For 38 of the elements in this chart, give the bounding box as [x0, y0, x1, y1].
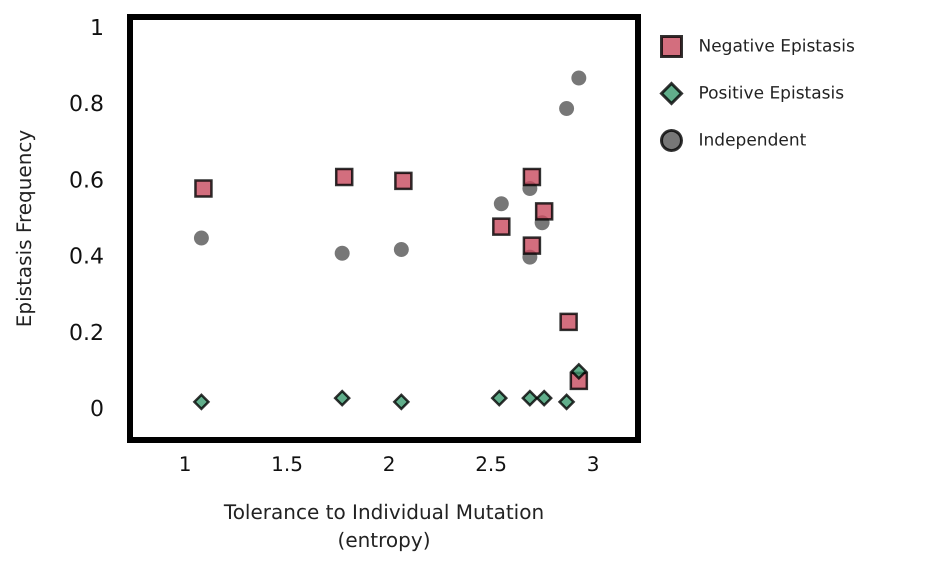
point [522, 390, 538, 406]
point [559, 312, 578, 332]
x-tick-label: 3 [586, 452, 600, 476]
y-tick-label: 0.2 [69, 320, 104, 346]
point [534, 202, 554, 221]
point [558, 394, 575, 410]
point [494, 196, 509, 212]
point [570, 363, 588, 380]
y-tick-label: 0.8 [69, 92, 104, 118]
point [492, 217, 511, 236]
x-tick-label: 1 [178, 452, 192, 476]
legend-label: Independent [698, 130, 807, 150]
point [522, 168, 542, 186]
point [334, 246, 350, 261]
x-axis-title: Tolerance to Individual Mutation (entropy) [222, 500, 544, 552]
point [394, 242, 409, 257]
y-tick-label: 0.6 [69, 168, 104, 194]
point [194, 179, 213, 198]
point [536, 390, 552, 406]
point [334, 390, 350, 406]
point [193, 394, 210, 410]
point [394, 172, 413, 190]
point [393, 394, 410, 410]
x-tick-label: 2.5 [475, 452, 508, 476]
x-tick-label: 1.5 [271, 452, 303, 476]
point [334, 168, 354, 186]
point [522, 236, 542, 255]
legend-label: Negative Epistasis [698, 36, 855, 56]
point [559, 100, 574, 116]
point [571, 70, 586, 86]
x-tick-label: 2 [382, 452, 396, 476]
point [491, 390, 508, 406]
y-tick-label: 0.4 [69, 244, 104, 270]
y-tick-label: 0 [90, 397, 104, 422]
legend-label: Positive Epistasis [698, 84, 844, 104]
point [194, 230, 209, 246]
y-tick-label: 1 [90, 16, 104, 41]
y-axis-title: Epistasis Frequency [12, 130, 36, 328]
